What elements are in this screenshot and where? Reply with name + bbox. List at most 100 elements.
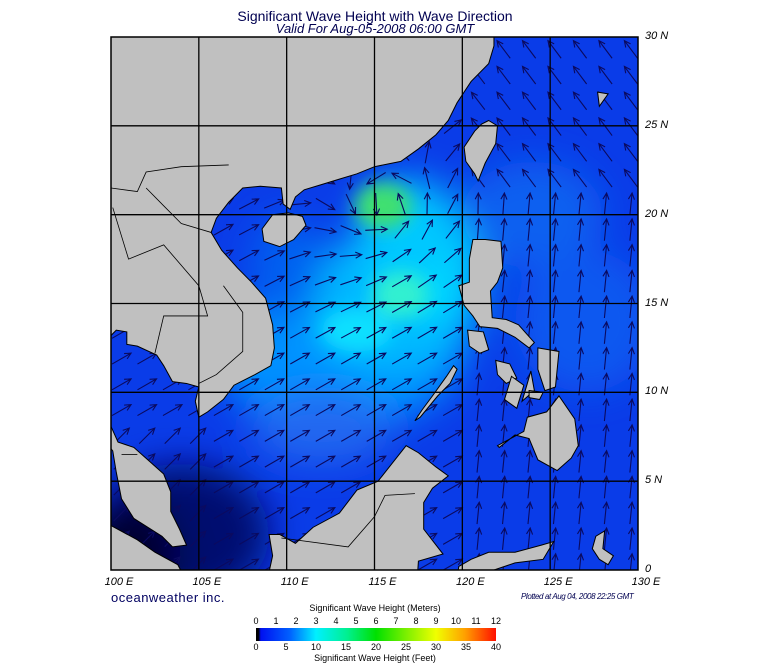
wave-direction-arrow xyxy=(496,91,511,111)
wave-direction-arrow xyxy=(602,320,610,344)
wave-direction-arrow xyxy=(627,269,635,293)
wave-direction-arrow xyxy=(500,191,508,216)
wave-direction-arrow xyxy=(576,294,585,319)
wave-direction-arrow xyxy=(213,481,235,494)
wave-direction-arrow xyxy=(521,65,537,85)
wave-direction-arrow xyxy=(627,191,635,216)
wave-direction-arrow xyxy=(500,269,508,293)
wave-direction-arrow xyxy=(340,326,362,339)
wave-direction-arrow xyxy=(496,168,511,188)
wave-direction-arrow xyxy=(290,378,311,391)
wave-direction-arrow xyxy=(340,225,363,235)
wave-direction-arrow xyxy=(551,294,559,319)
wave-direction-arrow xyxy=(551,191,559,216)
wave-direction-arrow xyxy=(576,397,585,422)
wave-direction-arrow xyxy=(576,372,585,396)
wave-direction-arrow xyxy=(551,217,559,241)
wave-direction-arrow xyxy=(289,276,312,287)
wave-direction-arrow xyxy=(315,403,336,417)
longitude-label: 100 E xyxy=(104,576,134,588)
wave-direction-arrow xyxy=(315,429,336,442)
wave-direction-arrow xyxy=(627,372,635,396)
wave-direction-arrow xyxy=(551,526,559,550)
wave-direction-arrow xyxy=(314,276,337,286)
latitude-label: 0 xyxy=(645,563,652,575)
wave-direction-arrow xyxy=(627,423,635,447)
wave-direction-arrow xyxy=(391,403,413,417)
wave-direction-arrow xyxy=(475,449,483,473)
wave-direction-arrow xyxy=(627,294,635,319)
latitude-label: 10 N xyxy=(645,385,669,398)
wave-direction-arrow xyxy=(576,243,585,267)
colorbar-meters-tick: 0 xyxy=(253,616,259,626)
wave-direction-arrow xyxy=(314,251,338,259)
latitude-label: 5 N xyxy=(645,474,663,487)
wave-direction-arrow xyxy=(394,220,410,239)
wave-direction-arrow xyxy=(623,116,638,136)
wave-direction-arrow xyxy=(598,116,613,136)
wave-direction-arrow xyxy=(623,142,638,162)
wave-direction-arrow xyxy=(264,275,286,287)
wave-direction-arrow xyxy=(366,429,387,442)
wave-direction-arrow xyxy=(521,168,537,188)
wave-direction-arrow xyxy=(137,403,158,417)
colorbar-meters-tick: 2 xyxy=(293,616,299,626)
wave-direction-arrow xyxy=(340,352,362,365)
wave-direction-arrow xyxy=(264,455,286,468)
wave-direction-arrow xyxy=(475,423,483,447)
wave-direction-arrow xyxy=(521,116,537,136)
wave-direction-arrow xyxy=(475,397,483,422)
wave-direction-arrow xyxy=(627,449,635,473)
land-mindoro xyxy=(467,329,490,354)
colorbar-feet-tick: 40 xyxy=(490,642,501,652)
wave-direction-arrow xyxy=(602,269,610,293)
land-mindanao xyxy=(496,395,579,472)
wave-direction-arrow xyxy=(551,552,559,570)
wave-direction-arrow xyxy=(496,65,511,85)
land-palawan xyxy=(414,364,458,422)
land-cebu xyxy=(521,370,535,403)
map-frame xyxy=(110,36,639,571)
wave-direction-arrow xyxy=(576,552,585,570)
wave-direction-arrow xyxy=(392,248,412,263)
wave-direction-arrow xyxy=(526,526,534,550)
wave-direction-arrow xyxy=(189,427,207,445)
wave-direction-arrow xyxy=(238,198,260,210)
wave-direction-arrow xyxy=(239,403,260,417)
wave-direction-arrow xyxy=(315,197,336,211)
wave-direction-arrow xyxy=(391,378,413,391)
wave-direction-arrow xyxy=(366,378,387,391)
longitude-label: 115 E xyxy=(368,576,397,588)
wave-height-peak xyxy=(372,271,430,318)
wave-direction-arrow xyxy=(391,275,413,288)
wave-direction-arrow xyxy=(213,558,235,570)
longitude-label: 110 E xyxy=(280,576,309,588)
wave-direction-arrow xyxy=(474,217,483,241)
wave-direction-arrow xyxy=(365,172,386,185)
wave-direction-arrow xyxy=(572,116,588,136)
wave-direction-arrow xyxy=(340,481,362,494)
wave-direction-arrow xyxy=(576,449,585,473)
wave-direction-arrow xyxy=(213,532,235,545)
wave-direction-arrow xyxy=(213,507,235,520)
wave-direction-arrow xyxy=(572,65,588,85)
longitude-label: 130 E xyxy=(631,576,661,588)
wave-direction-arrow xyxy=(474,191,482,216)
wave-direction-arrow xyxy=(189,530,207,548)
colorbar-feet-tick: 15 xyxy=(340,642,351,652)
wave-direction-arrow xyxy=(315,326,337,339)
wave-direction-arrow xyxy=(239,507,260,520)
wave-direction-arrow xyxy=(447,167,459,189)
wave-direction-arrow xyxy=(627,346,635,370)
colorbar xyxy=(256,628,496,641)
wave-direction-arrow xyxy=(627,552,635,570)
wave-direction-arrow xyxy=(423,191,431,216)
wave-direction-arrow xyxy=(526,294,534,319)
wave-direction-arrow xyxy=(366,352,387,365)
wave-direction-arrow xyxy=(576,346,585,370)
wave-direction-arrow xyxy=(390,172,412,184)
wave-direction-arrow xyxy=(396,192,406,215)
wave-direction-arrow xyxy=(551,320,559,344)
wave-direction-arrow xyxy=(623,91,638,111)
